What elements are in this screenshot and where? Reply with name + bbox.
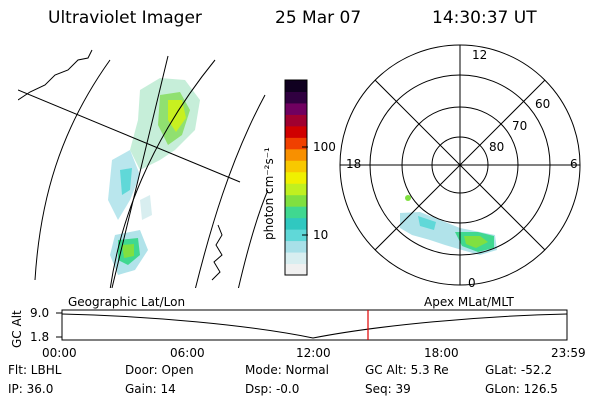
colorbar-swatch <box>285 125 307 138</box>
status-gain: Gain: 14 <box>125 382 176 396</box>
colorbar-swatch <box>285 252 307 265</box>
instrument-title: Ultraviolet Imager <box>48 8 202 28</box>
colorbar-swatch <box>285 102 307 115</box>
status-glat: GLat: -52.2 <box>485 363 552 377</box>
mlt-label-12: 12 <box>472 48 488 62</box>
timeline-xtick-0: 00:00 <box>42 346 77 360</box>
time-label: 14:30:37 UT <box>432 8 537 28</box>
auroral-emission-polar <box>400 195 497 255</box>
altitude-timeline <box>56 309 568 341</box>
status-door: Door: Open <box>125 363 194 377</box>
timeline-xtick-1: 06:00 <box>170 346 205 360</box>
mlt-label-6: 6 <box>570 157 578 171</box>
altitude-curve <box>61 313 568 339</box>
timeline-xtick-3: 18:00 <box>424 346 459 360</box>
status-ip: IP: 36.0 <box>8 382 54 396</box>
colorbar-swatch <box>285 91 307 104</box>
colorbar-swatch <box>285 80 307 92</box>
status-filter: Flt: LBHL <box>8 363 62 377</box>
colorbar-unit-label: photon cm⁻²s⁻¹ <box>262 147 276 240</box>
status-dsp: Dsp: -0.0 <box>245 382 300 396</box>
timeline-right-label: Apex MLat/MLT <box>424 295 514 309</box>
colorbar-swatch <box>285 160 307 173</box>
colorbar-frame <box>284 79 308 276</box>
lat-label-60: 60 <box>535 97 551 111</box>
colorbar-swatch <box>285 148 307 161</box>
coastline <box>18 49 93 101</box>
colorbar-swatch <box>285 194 307 207</box>
status-gc-alt: GC Alt: 5.3 Re <box>365 363 449 377</box>
colorbar-swatch <box>285 229 307 242</box>
colorbar-swatch <box>285 240 307 253</box>
auroral-emission-geo <box>108 78 200 275</box>
colorbar-tick-10: 10 <box>313 228 329 242</box>
colorbar-tick-100: 100 <box>313 140 336 154</box>
lat-label-80: 80 <box>489 140 505 154</box>
geographic-image-panel <box>18 49 268 288</box>
mlt-label-18: 18 <box>346 157 362 171</box>
colorbar-swatch <box>285 206 307 219</box>
mlt-label-0: 0 <box>468 276 476 290</box>
colorbar-swatch <box>285 114 307 127</box>
timeline-xtick-4: 23:59 <box>551 346 586 360</box>
timeline-left-label: Geographic Lat/Lon <box>68 295 186 309</box>
timeline-xtick-2: 12:00 <box>296 346 331 360</box>
colorbar-swatch <box>285 183 307 196</box>
timeline-ytick-top: 9.0 <box>30 306 50 320</box>
polar-plot <box>339 44 581 286</box>
lat-label-70: 70 <box>512 119 528 133</box>
timeline-ytick-bottom: 1.8 <box>30 330 50 344</box>
status-mode: Mode: Normal <box>245 363 329 377</box>
colorbar-swatch <box>285 263 307 276</box>
timeline-yaxis-label: GC Alt <box>10 310 24 348</box>
colorbar <box>284 79 308 276</box>
colorbar-swatch <box>285 171 307 184</box>
colorbar-swatch <box>285 217 307 230</box>
date-label: 25 Mar 07 <box>275 8 362 28</box>
status-glon: GLon: 126.5 <box>485 382 558 396</box>
colorbar-swatch <box>285 137 307 150</box>
status-seq: Seq: 39 <box>365 382 411 396</box>
